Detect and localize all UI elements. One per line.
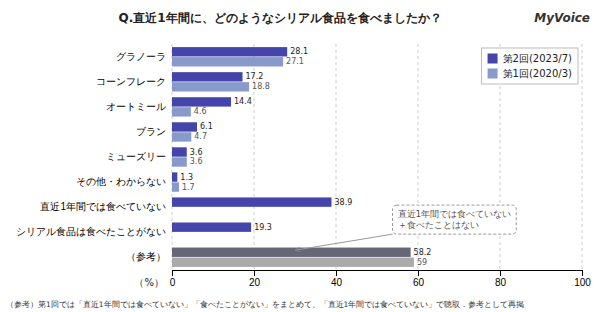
bar	[172, 57, 283, 66]
logo: MyVoice	[534, 11, 590, 25]
grid-line	[336, 44, 337, 270]
plot: 28.1 17.2 14.4 6.1 3.6 1.3 38.9 19.3 58.2 27.1 18.…	[16, 44, 591, 288]
annotation-arrow	[295, 234, 393, 250]
bar	[172, 222, 251, 231]
annotation: 直近1年間では食べていない＋食べたことはない	[295, 205, 516, 250]
bar	[172, 182, 179, 191]
y-tick-label: その他・わからない	[76, 176, 166, 187]
data-label: 4.6	[194, 107, 207, 116]
y-tick: ブラン	[136, 126, 172, 137]
y-tick: 直近1年間では食べていない	[40, 201, 172, 212]
legend-box	[482, 48, 578, 84]
annotation-text: 直近1年間では食べていない＋食べたことはない	[398, 209, 512, 230]
x-tick-mark	[336, 270, 337, 276]
legend-item: 第1回(2020/3)	[488, 68, 572, 79]
x-tick-mark	[172, 270, 173, 276]
data-label: 14.4	[234, 97, 252, 106]
grid	[172, 44, 582, 270]
x-tick: 80	[495, 270, 507, 288]
data-label: 28.1	[290, 47, 308, 56]
x-tick: 0	[170, 270, 176, 288]
chart: Q.直近1年間に、どのようなシリアル食品を食べましたか？ MyVoice 28.1 1…	[0, 0, 600, 312]
y-tick: ミューズリー	[106, 151, 172, 162]
y-tick: グラノーラ	[116, 51, 172, 62]
data-label: 19.3	[254, 223, 272, 232]
y-tick-label: （参考）	[126, 251, 166, 262]
bar	[172, 258, 414, 267]
data-label: 3.6	[190, 148, 203, 157]
grid-line	[418, 44, 419, 270]
bars	[172, 47, 414, 267]
y-tick: オートミール	[106, 101, 172, 112]
bar	[172, 197, 331, 206]
x-axis: 0 20 40 60 80 100	[170, 270, 592, 288]
footnote: （参考）第1回では「直近1年間では食べていない」「食べたことがない」をまとめて、…	[6, 300, 524, 309]
bar	[172, 72, 243, 81]
x-tick-mark	[582, 270, 583, 276]
y-tick-label: グラノーラ	[116, 51, 166, 62]
bar	[172, 122, 197, 131]
legend-swatch	[488, 54, 498, 64]
data-label: 18.8	[252, 82, 270, 91]
y-tick-label: コーンフレーク	[96, 76, 166, 87]
bar	[172, 47, 287, 56]
annotation-line: 直近1年間では食べていない	[398, 209, 512, 219]
legend-swatch	[488, 69, 498, 79]
bar	[172, 248, 411, 257]
annotation-line: ＋食べたことはない	[398, 220, 479, 230]
y-tick-label: オートミール	[106, 101, 166, 112]
bar	[172, 157, 187, 166]
x-tick-label: 40	[331, 277, 343, 288]
x-axis-line	[173, 270, 583, 271]
y-tick: （参考）	[126, 251, 172, 262]
data-label: 59	[417, 258, 427, 267]
bar	[172, 147, 187, 156]
x-tick: 40	[331, 270, 343, 288]
data-label: 27.1	[286, 57, 304, 66]
data-label: 17.2	[246, 72, 264, 81]
y-tick: その他・わからない	[76, 176, 172, 187]
x-tick: 60	[413, 270, 425, 288]
x-tick-label: 60	[413, 277, 425, 288]
data-label: 58.2	[414, 248, 432, 257]
title: Q.直近1年間に、どのようなシリアル食品を食べましたか？	[118, 11, 441, 25]
y-tick-label: 直近1年間では食べていない	[40, 201, 166, 212]
data-label: 38.9	[334, 198, 352, 207]
legend-label: 第1回(2020/3)	[503, 68, 572, 79]
x-axis-label: （%）	[134, 277, 164, 288]
bar	[172, 132, 191, 141]
grid-line	[582, 44, 583, 270]
x-tick-mark	[500, 270, 501, 276]
data-label: 4.7	[194, 132, 207, 141]
data-label: 1.3	[180, 173, 193, 182]
x-tick-mark	[418, 270, 419, 276]
data-label: 1.7	[182, 183, 195, 192]
bar	[172, 107, 191, 116]
legend-item: 第2回(2023/7)	[488, 53, 572, 64]
legend: 第2回(2023/7) 第1回(2020/3)	[482, 48, 578, 84]
y-axis: グラノーラコーンフレークオートミールブランミューズリーその他・わからない直近1年…	[16, 51, 172, 262]
bar	[172, 97, 231, 106]
x-tick-label: 0	[170, 277, 176, 288]
y-tick-label: ブラン	[136, 126, 166, 137]
x-tick-label: 80	[495, 277, 507, 288]
y-tick-label: ミューズリー	[106, 151, 166, 162]
y-tick: シリアル食品は食べたことがない	[16, 226, 172, 237]
bar	[172, 172, 177, 181]
x-tick-label: 20	[249, 277, 261, 288]
y-tick: コーンフレーク	[96, 76, 172, 87]
data-label: 3.6	[190, 157, 203, 166]
y-tick-label: シリアル食品は食べたことがない	[16, 226, 166, 237]
x-tick: 100	[574, 270, 591, 288]
bar	[172, 82, 249, 91]
x-tick-label: 100	[574, 277, 591, 288]
data-labels: 28.1 17.2 14.4 6.1 3.6 1.3 38.9 19.3 58.2 27.1 18.…	[180, 47, 431, 266]
x-tick-mark	[254, 270, 255, 276]
legend-label: 第2回(2023/7)	[503, 53, 572, 64]
data-label: 6.1	[200, 122, 213, 131]
annotation-box	[393, 205, 517, 234]
x-tick: 20	[249, 270, 261, 288]
